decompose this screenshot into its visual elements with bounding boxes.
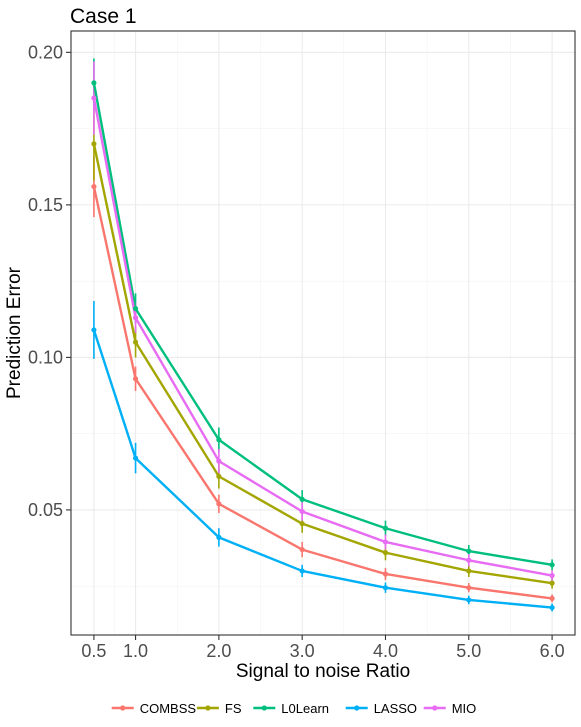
- data-point-l0learn: [91, 80, 97, 86]
- legend-item-fs: FS: [196, 701, 242, 716]
- data-point-fs: [132, 339, 139, 345]
- x-tick-label: 0.5: [81, 641, 106, 661]
- legend-item-combss: COMBSS: [111, 701, 197, 716]
- data-point-lasso: [91, 327, 97, 333]
- x-tick-label: 5.0: [456, 641, 481, 661]
- legend: COMBSS FS L0Learn LASSO MIO: [111, 701, 477, 716]
- y-axis-ticks: 0.05 0.10 0.15 0.20: [28, 42, 71, 520]
- legend-item-l0learn: L0Learn: [253, 701, 329, 716]
- series-line-combss: [92, 186, 553, 600]
- data-point-l0learn: [216, 437, 222, 443]
- data-point-fs: [466, 568, 472, 574]
- y-tick-label: 0.10: [28, 347, 63, 367]
- data-point-l0learn: [382, 525, 389, 531]
- data-point-lasso: [132, 455, 139, 461]
- data-point-mio: [216, 458, 222, 464]
- x-tick-label: 2.0: [206, 641, 231, 661]
- data-point-mio: [91, 95, 97, 101]
- data-point-lasso: [466, 597, 472, 603]
- legend-key-point-lasso: [354, 705, 360, 711]
- data-point-lasso: [216, 534, 222, 540]
- series-line-lasso: [92, 329, 553, 609]
- data-point-fs: [299, 521, 305, 527]
- y-tick-label: 0.20: [28, 42, 63, 62]
- error-bars: [93, 58, 553, 612]
- data-point-l0learn: [299, 496, 305, 502]
- data-point-l0learn: [466, 548, 472, 554]
- y-tick-label: 0.15: [28, 195, 63, 215]
- x-tick-label: 1.0: [123, 641, 148, 661]
- grid: [71, 31, 575, 635]
- y-tick-label: 0.05: [28, 500, 63, 520]
- x-axis-ticks: 0.5 1.0 2.0 3.0 4.0 5.0 6.0: [81, 635, 565, 661]
- legend-key-point-fs: [205, 705, 211, 711]
- data-point-l0learn: [132, 305, 139, 312]
- data-point-combss: [382, 571, 389, 577]
- data-point-combss: [466, 585, 472, 591]
- series-points: [91, 80, 555, 611]
- data-point-mio: [382, 539, 389, 545]
- data-point-l0learn: [549, 562, 555, 568]
- x-tick-label: 4.0: [373, 641, 398, 661]
- legend-item-mio: MIO: [423, 701, 477, 716]
- legend-key-point-mio: [432, 705, 438, 711]
- data-point-combss: [299, 546, 305, 553]
- legend-label-lasso: LASSO: [374, 701, 417, 716]
- data-point-fs: [91, 141, 97, 147]
- data-point-combss: [132, 376, 139, 382]
- y-axis-label: Prediction Error: [4, 266, 25, 399]
- x-tick-label: 6.0: [540, 641, 565, 661]
- data-point-combss: [91, 183, 97, 190]
- legend-label-combss: COMBSS: [140, 701, 197, 716]
- legend-key-point-l0learn: [261, 705, 267, 711]
- series-line-mio: [92, 97, 553, 577]
- x-tick-label: 3.0: [290, 641, 315, 661]
- chart-title: Case 1: [70, 5, 137, 28]
- legend-label-mio: MIO: [452, 701, 477, 716]
- data-point-mio: [549, 572, 555, 579]
- plot-panel-border: [70, 30, 576, 636]
- legend-key-point-combss: [120, 705, 126, 711]
- data-point-fs: [549, 580, 555, 586]
- series-lines: [92, 82, 553, 609]
- data-point-combss: [549, 595, 555, 601]
- data-point-combss: [216, 501, 222, 507]
- data-point-fs: [216, 473, 222, 479]
- data-point-lasso: [549, 604, 555, 611]
- legend-item-lasso: LASSO: [345, 701, 417, 716]
- data-point-lasso: [382, 585, 389, 591]
- legend-label-fs: FS: [225, 701, 242, 716]
- x-axis-label: Signal to noise Ratio: [236, 661, 410, 682]
- data-point-mio: [466, 557, 472, 563]
- series-line-l0learn: [92, 82, 553, 567]
- data-point-lasso: [299, 568, 305, 574]
- legend-label-l0learn: L0Learn: [281, 701, 329, 716]
- data-point-fs: [382, 550, 389, 556]
- data-point-mio: [299, 508, 305, 515]
- data-point-mio: [132, 315, 139, 321]
